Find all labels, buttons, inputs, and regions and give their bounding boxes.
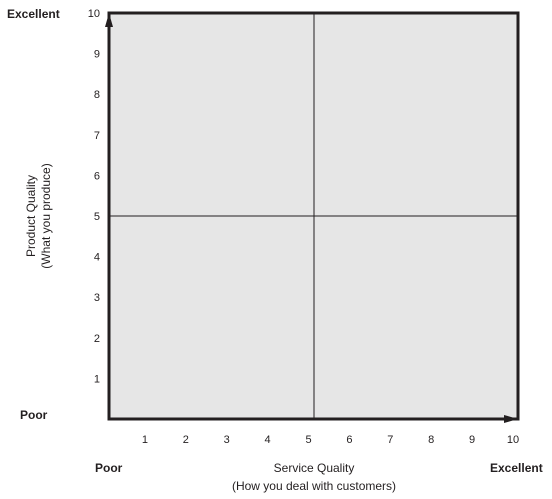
x-tick-label: 8 [428,434,434,446]
y-tick-label: 4 [94,252,100,264]
x-axis-arrow [504,415,518,423]
x-tick-label: 4 [265,434,271,446]
x-tick-label: 1 [142,434,148,446]
y-tick-label: 8 [94,89,100,101]
y-tick-label: 6 [94,170,100,182]
x-low-label: Poor [95,461,123,475]
y-tick-label: 2 [94,333,100,345]
y-tick-label: 5 [94,211,100,223]
x-high-label: Excellent [490,461,543,475]
y-tick-label: 3 [94,292,100,304]
y-axis-title: Product Quality [24,175,38,257]
x-tick-label: 10 [507,434,519,446]
x-tick-labels: 1 2 3 4 5 6 7 8 9 10 [142,434,519,446]
x-tick-label: 2 [183,434,189,446]
y-tick-label: 1 [94,373,100,385]
x-tick-label: 5 [305,434,311,446]
y-high-label: Excellent [7,7,60,21]
x-tick-label: 6 [346,434,352,446]
y-low-label: Poor [20,408,48,422]
y-tick-label: 10 [88,8,100,20]
x-tick-label: 9 [469,434,475,446]
y-tick-labels: 1 2 3 4 5 6 7 8 9 10 [88,8,100,385]
y-axis-subtitle: (What you produce) [39,163,53,268]
y-tick-label: 9 [94,49,100,61]
x-tick-label: 3 [224,434,230,446]
plot-frame [107,11,520,421]
y-axis-arrow [105,13,113,27]
x-axis-title: Service Quality [274,461,355,475]
x-axis-subtitle: (How you deal with customers) [232,479,396,493]
y-tick-label: 7 [94,130,100,142]
x-tick-label: 7 [387,434,393,446]
